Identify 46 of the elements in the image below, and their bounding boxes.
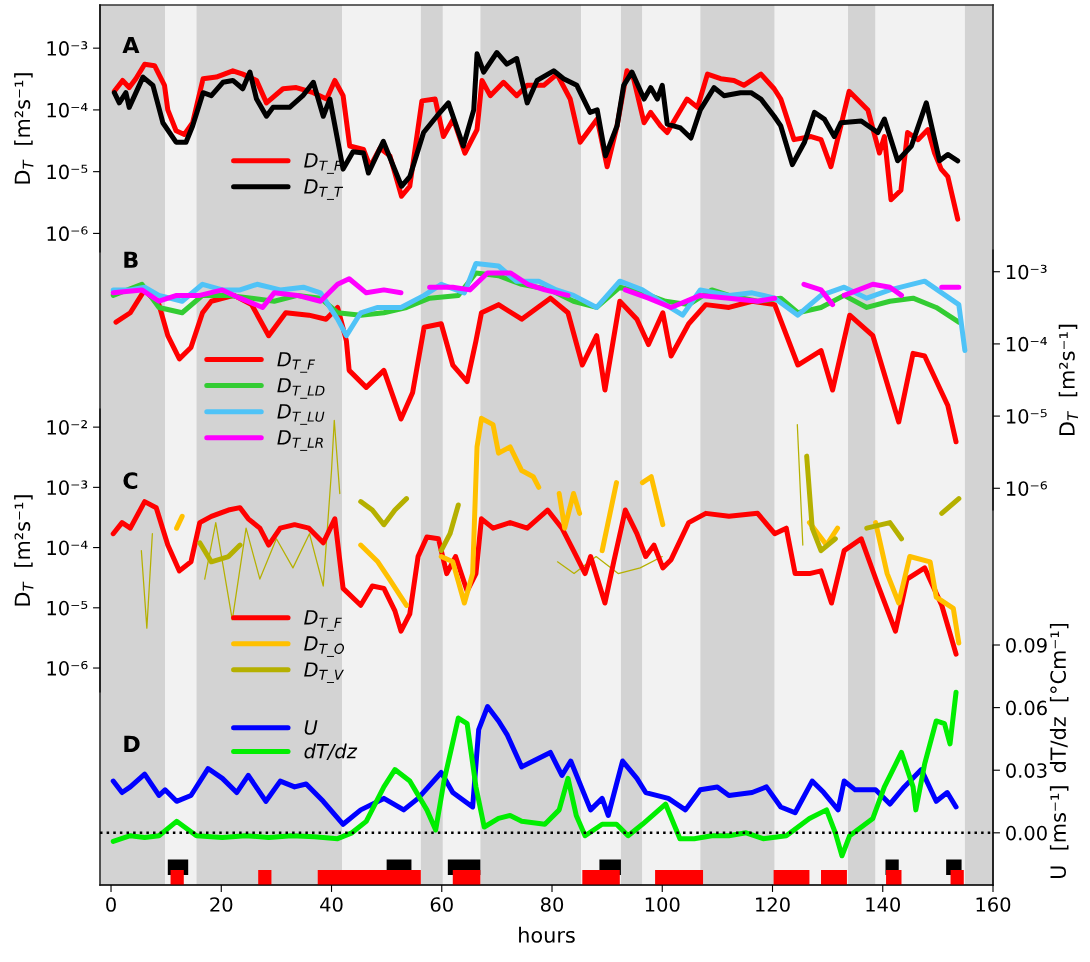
x-tick-label: 60 <box>430 897 453 912</box>
y-tick-label: 10⁻⁴ <box>1006 336 1047 352</box>
x-tick-label: 160 <box>976 897 1011 912</box>
y-tick-label: 0.00 <box>1006 825 1047 841</box>
x-tick-label: 40 <box>320 897 343 912</box>
x-tick-label: 0 <box>106 897 116 912</box>
x-tick-label: 100 <box>645 897 680 912</box>
y-axis-title: D$_{T}$ [m²s⁻¹] <box>14 495 34 606</box>
y-tick-label: 10⁻⁵ <box>47 164 88 180</box>
legend-label: D$_{T_V}$ <box>304 662 344 683</box>
x-tick-label: 140 <box>866 897 901 912</box>
y-tick-label: 10⁻⁴ <box>47 540 88 556</box>
x-tick-label: 20 <box>210 897 233 912</box>
y-axis-title: U [ms⁻¹] <box>1049 786 1069 879</box>
legend-label: D$_{T_F}$ <box>304 610 342 631</box>
y-axis-title: D$_{T}$ [m²s⁻¹] <box>1058 324 1078 436</box>
x-tick-label: 120 <box>756 897 790 912</box>
text: C <box>123 472 138 490</box>
y-axis-title: D$_{T}$ [m²s⁻¹] <box>14 73 34 184</box>
x-axis-title: hours <box>519 926 575 943</box>
y-tick-label: 0.03 <box>1006 763 1047 778</box>
y-tick-label: 10⁻⁵ <box>47 600 88 616</box>
y-tick-label: 10⁻⁶ <box>1006 481 1047 496</box>
text: D <box>124 735 140 752</box>
y-tick-label: 10⁻³ <box>47 480 88 496</box>
legend-label: D$_{T_F}$ <box>277 352 316 373</box>
y-tick-label: 10⁻³ <box>1006 264 1047 280</box>
legend-label: dT/dz <box>304 743 358 761</box>
y-tick-label: 0.06 <box>1006 700 1047 716</box>
y-tick-label: 10⁻⁶ <box>47 660 88 676</box>
legend-label: D$_{T_O}$ <box>304 636 345 657</box>
x-tick-label: 80 <box>540 897 564 912</box>
legend-label: D$_{T_LU}$ <box>277 404 325 425</box>
legend-label: D$_{T_LD}$ <box>277 378 325 399</box>
chart-title: B <box>124 251 138 268</box>
legend-label: D$_{T_T}$ <box>304 179 344 200</box>
legend-label: D$_{T_LR}$ <box>277 430 323 451</box>
legend-label: U <box>304 720 318 735</box>
y-tick-label: 10⁻³ <box>47 41 88 56</box>
y-tick-label: 10⁻⁵ <box>1006 409 1047 424</box>
y-tick-label: 10⁻⁴ <box>47 102 88 118</box>
y-tick-label: 10⁻⁶ <box>47 226 88 242</box>
text: A <box>122 36 140 54</box>
y-tick-label: 10⁻² <box>47 420 87 435</box>
y-tick-label: 0.09 <box>1006 637 1047 653</box>
y2-axis-title: dT/dz [°Cm⁻¹] <box>1049 623 1069 773</box>
